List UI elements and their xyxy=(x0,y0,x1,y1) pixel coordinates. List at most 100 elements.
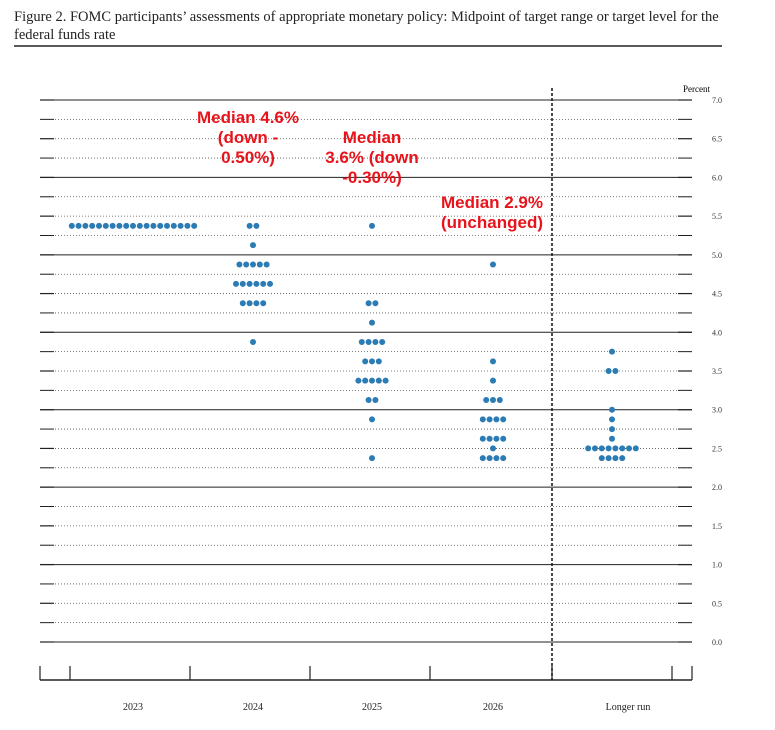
y-tick-label: 1.5 xyxy=(712,522,722,531)
dot xyxy=(256,261,263,268)
dot xyxy=(260,280,267,287)
dot xyxy=(250,261,256,268)
dot xyxy=(612,445,619,452)
dot xyxy=(605,455,612,462)
dot xyxy=(632,445,639,452)
dot xyxy=(486,455,493,462)
dot xyxy=(479,455,486,462)
dot xyxy=(362,377,369,384)
dot xyxy=(369,416,375,423)
dot xyxy=(490,445,496,452)
dot xyxy=(239,280,246,287)
dot xyxy=(68,222,75,229)
annotation: Median 4.6% xyxy=(197,108,299,127)
annotation: (unchanged) xyxy=(441,213,543,232)
dot xyxy=(246,222,253,229)
dot xyxy=(500,416,507,423)
x-tick-label: Longer run xyxy=(606,702,651,713)
dot xyxy=(372,397,379,404)
dot xyxy=(362,358,369,365)
dot xyxy=(157,222,164,229)
dot xyxy=(365,397,372,404)
dot xyxy=(143,222,150,229)
y-tick-label: 1.0 xyxy=(712,561,722,570)
dot xyxy=(372,300,379,307)
annotation: Median 2.9% xyxy=(441,193,543,212)
dot xyxy=(260,300,267,307)
y-tick-label: 3.5 xyxy=(712,367,722,376)
dot xyxy=(612,455,619,462)
dot xyxy=(89,222,96,229)
dot xyxy=(250,242,256,249)
dot xyxy=(109,222,116,229)
dot xyxy=(479,416,486,423)
dot xyxy=(375,358,382,365)
dot xyxy=(605,445,612,452)
dot xyxy=(243,261,250,268)
annotation: 0.50%) xyxy=(221,148,275,167)
dot xyxy=(253,300,260,307)
dot xyxy=(365,300,372,307)
dot xyxy=(483,397,490,404)
y-tick-label: 0.0 xyxy=(712,638,722,647)
y-tick-label: 2.5 xyxy=(712,444,722,453)
y-tick-label: 6.0 xyxy=(712,173,722,182)
dot xyxy=(250,338,256,345)
dot xyxy=(267,280,273,287)
dot xyxy=(164,222,170,229)
dot xyxy=(136,222,143,229)
dot xyxy=(82,222,89,229)
dot xyxy=(239,300,246,307)
dot xyxy=(486,416,493,423)
x-tick-label: 2023 xyxy=(123,702,143,713)
y-tick-label: 5.0 xyxy=(712,251,722,260)
y-tick-label: 6.5 xyxy=(712,135,722,144)
dot xyxy=(612,368,619,374)
dot xyxy=(486,435,493,442)
dot xyxy=(493,455,500,462)
dot xyxy=(490,397,496,404)
dot xyxy=(365,338,372,345)
dot xyxy=(372,338,379,345)
dot xyxy=(236,261,243,268)
dot xyxy=(493,435,500,442)
annotation: Median xyxy=(343,128,402,147)
dot xyxy=(585,445,592,452)
dot xyxy=(246,300,253,307)
x-tick-label: 2025 xyxy=(362,702,382,713)
chart-title: Figure 2. FOMC participants’ assessments… xyxy=(14,9,719,43)
dot xyxy=(490,377,496,384)
dot xyxy=(369,222,375,229)
dot xyxy=(382,377,389,384)
dot xyxy=(253,222,260,229)
annotation: -0.30%) xyxy=(342,168,402,187)
dot xyxy=(246,280,253,287)
dot xyxy=(609,406,615,413)
dot xyxy=(609,348,615,355)
dot xyxy=(619,455,626,462)
dot xyxy=(116,222,123,229)
dot xyxy=(592,445,598,452)
x-tick-label: 2026 xyxy=(483,702,503,713)
dot xyxy=(609,416,615,423)
dot xyxy=(263,261,270,268)
dot xyxy=(130,222,136,229)
y-tick-label: 7.0 xyxy=(712,96,722,105)
y-tick-label: 3.0 xyxy=(712,406,722,415)
dot xyxy=(369,319,375,326)
annotation: 3.6% (down xyxy=(325,148,419,167)
x-tick-label: 2024 xyxy=(243,702,263,713)
dot xyxy=(358,338,365,345)
dot xyxy=(605,368,612,374)
y-unit-label: Percent xyxy=(683,84,710,94)
dot xyxy=(369,377,375,384)
dot xyxy=(233,280,239,287)
dot xyxy=(75,222,82,229)
dot xyxy=(598,445,605,452)
dot xyxy=(626,445,632,452)
dot xyxy=(500,455,507,462)
y-tick-label: 5.5 xyxy=(712,212,722,221)
dot xyxy=(123,222,130,229)
